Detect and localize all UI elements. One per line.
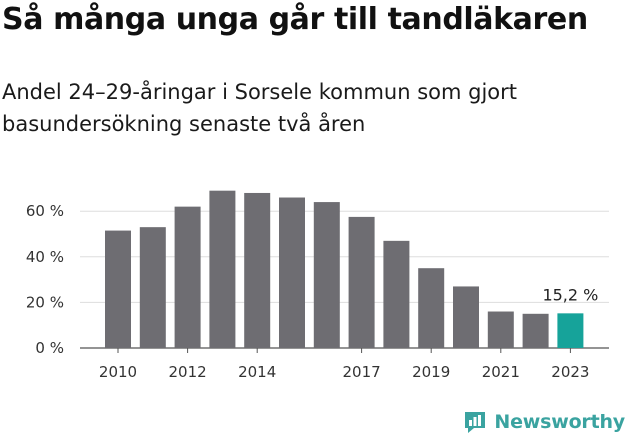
- y-axis-tick-labels: 0 % 20 % 40 % 60 %: [26, 202, 64, 357]
- x-tick-label: 2012: [169, 363, 207, 381]
- brand-name: Newsworthy: [494, 411, 625, 433]
- y-tick-label: 0 %: [35, 339, 64, 357]
- chart-subtitle: Andel 24–29-åringar i Sorsele kommun som…: [2, 80, 517, 136]
- bar-2015: [279, 197, 305, 348]
- bar-2014: [244, 192, 271, 348]
- bar-2010: [105, 230, 131, 348]
- bar-2012: [174, 206, 201, 348]
- bar-2020: [453, 286, 479, 348]
- x-axis-tick-labels: 2010 2012 2014 2017 2019 2021 2023: [99, 348, 589, 381]
- y-tick-label: 20 %: [26, 293, 64, 311]
- bar-2011: [139, 227, 166, 348]
- newsworthy-logo: Newsworthy: [462, 409, 625, 435]
- highlight-value-label: 15,2 %: [542, 285, 598, 304]
- gridlines: [80, 210, 609, 349]
- x-tick-label: 2021: [482, 363, 520, 381]
- x-tick-label: 2019: [412, 363, 450, 381]
- bar-2019: [418, 268, 445, 348]
- bars: [105, 190, 584, 348]
- annotations: 15,2 %: [542, 285, 598, 304]
- y-tick-label: 60 %: [26, 202, 64, 220]
- bar-2017: [348, 216, 375, 348]
- y-tick-label: 40 %: [26, 248, 64, 266]
- bar-2013: [209, 190, 236, 348]
- x-tick-label: 2023: [551, 363, 589, 381]
- x-tick-label: 2017: [343, 363, 381, 381]
- x-tick-label: 2010: [99, 363, 137, 381]
- bar-2018: [383, 240, 410, 348]
- newsworthy-logo-icon: [465, 412, 486, 433]
- bar-2016: [313, 202, 340, 348]
- chart-title: Så många unga går till tandläkaren: [2, 2, 588, 37]
- bar-2021: [487, 311, 514, 348]
- bar-2022: [522, 313, 549, 348]
- x-tick-label: 2014: [238, 363, 276, 381]
- bar-highlight-2023: [557, 313, 584, 348]
